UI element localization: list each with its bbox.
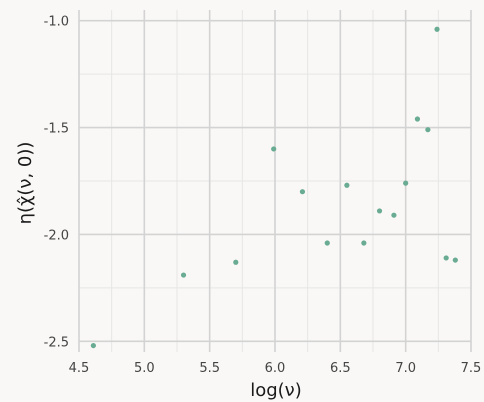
y-tick-label: -2.5 xyxy=(44,335,69,350)
y-tick-label: -1.0 xyxy=(44,15,69,30)
x-tick-label: 6.0 xyxy=(265,361,286,376)
x-axis-label: log(ν) xyxy=(250,380,302,401)
x-tick-label: 7.5 xyxy=(461,361,482,376)
data-point xyxy=(391,212,397,218)
data-point xyxy=(299,189,306,195)
data-point xyxy=(90,342,96,349)
data-point xyxy=(414,116,421,122)
data-point xyxy=(233,259,239,265)
x-tick-label: 5.0 xyxy=(134,361,155,376)
tick-labels: 4.5 5.0 5.5 6.0 6.5 7.0 7.5 -1.0 -1.5 -2.0 -2.5 xyxy=(44,15,482,376)
grid xyxy=(78,10,472,352)
x-tick-label: 5.5 xyxy=(199,361,220,376)
data-point xyxy=(434,26,440,32)
data-point xyxy=(452,257,458,263)
data-point xyxy=(443,255,449,261)
x-tick-label: 4.5 xyxy=(69,361,90,376)
data-points xyxy=(90,26,458,349)
data-point xyxy=(344,182,350,188)
data-point xyxy=(403,180,409,186)
y-tick-label: -2.0 xyxy=(44,228,69,243)
data-point xyxy=(324,240,330,246)
y-tick-label: -1.5 xyxy=(44,122,69,137)
y-axis-label: η(χ̂(ν, 0)) xyxy=(15,142,36,225)
data-point xyxy=(180,272,187,278)
data-point xyxy=(425,127,431,133)
data-point xyxy=(271,146,277,152)
data-point xyxy=(361,240,367,246)
x-tick-label: 7.0 xyxy=(395,361,416,376)
x-tick-label: 6.5 xyxy=(330,361,351,376)
data-point xyxy=(376,208,383,214)
